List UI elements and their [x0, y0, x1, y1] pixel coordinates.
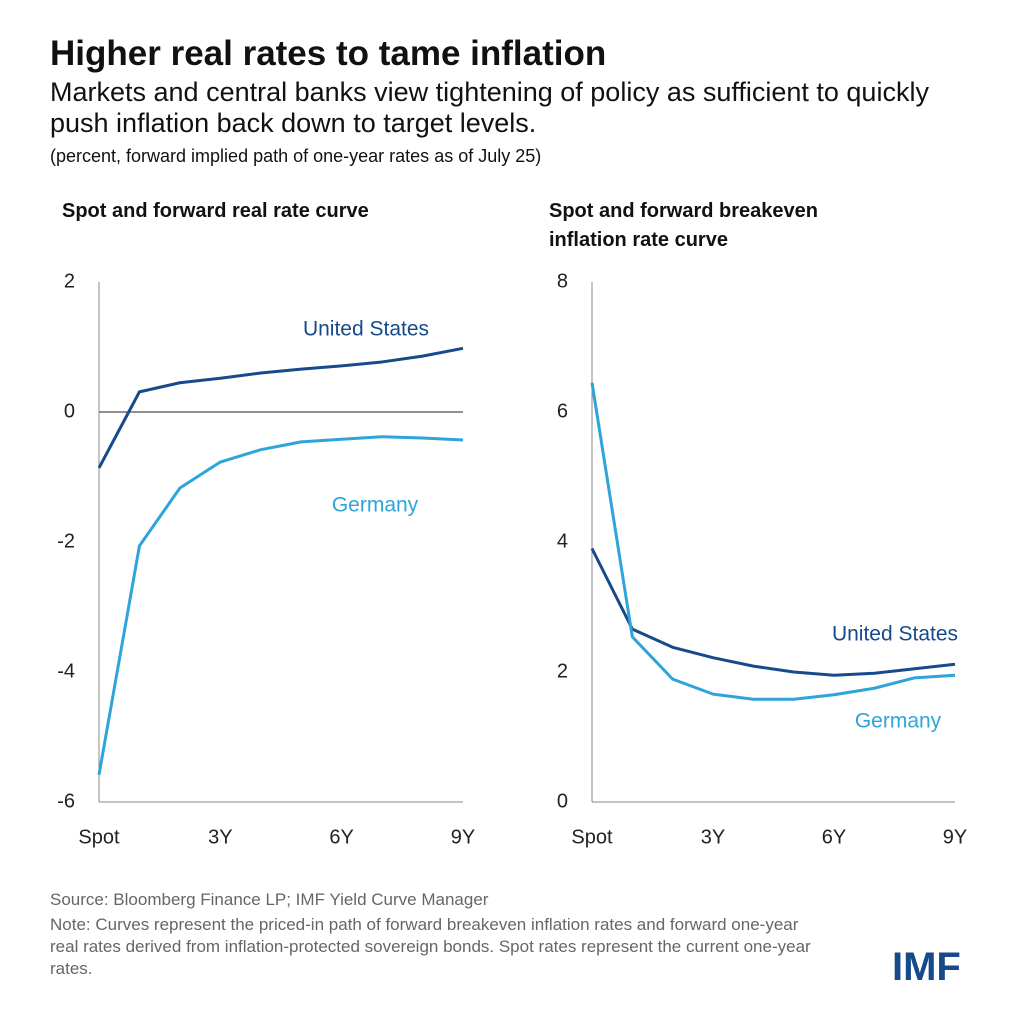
series-label: United States [303, 318, 429, 341]
y-tick-label: -4 [57, 660, 75, 682]
y-tick-label: 2 [64, 270, 75, 292]
y-tick-label: -6 [57, 790, 75, 812]
line [590, 382, 956, 701]
series-label: United States [832, 623, 958, 646]
x-tick-label: Spot [78, 826, 120, 848]
x-tick-label: 3Y [208, 826, 232, 848]
source: Source: Bloomberg Finance LP; IMF Yield … [50, 890, 489, 909]
note: (percent, forward implied path of one-ye… [50, 146, 542, 166]
x-tick-label: 6Y [822, 826, 846, 848]
y-tick-label: 6 [557, 400, 568, 422]
line [590, 547, 956, 677]
chart-title: Spot and forward breakeven inflation rat… [549, 200, 818, 251]
x-tick-label: 9Y [943, 826, 967, 848]
y-tick-label: 8 [557, 270, 568, 292]
y-tick-label: -2 [57, 530, 75, 552]
y-tick-label: 4 [557, 530, 568, 552]
logo: IMF [892, 945, 961, 989]
title: Higher real rates to tame inflation [50, 34, 607, 73]
series-label: Germany [332, 494, 419, 517]
series-label: Germany [855, 710, 942, 733]
chart-title: Spot and forward real rate curve [62, 200, 369, 222]
y-tick-label: 0 [557, 790, 568, 812]
y-tick-label: 0 [64, 400, 75, 422]
line [97, 435, 464, 775]
footnote: Note: Curves represent the priced-in pat… [50, 915, 811, 978]
line [97, 346, 464, 469]
x-tick-label: 9Y [451, 826, 475, 848]
subtitle: Markets and central banks view tightenin… [50, 77, 929, 138]
x-tick-label: 6Y [329, 826, 353, 848]
x-tick-label: Spot [571, 826, 613, 848]
x-tick-label: 3Y [701, 826, 725, 848]
y-tick-label: 2 [557, 660, 568, 682]
